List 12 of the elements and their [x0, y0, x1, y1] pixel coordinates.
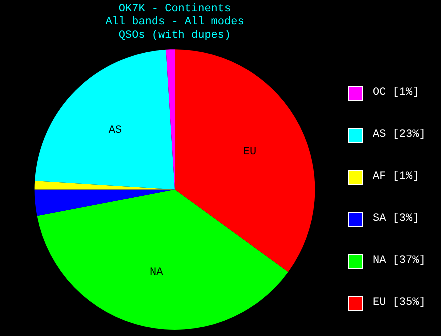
- legend-label: OC [1%]: [373, 87, 420, 99]
- category-label: EU [35%]: [373, 297, 426, 309]
- slice-label: EU: [243, 146, 257, 159]
- chart-title: OK7K - Continents: [118, 4, 232, 16]
- legend-label: SA [3%]: [373, 213, 420, 225]
- category-label: NA [37%]: [373, 255, 426, 267]
- text: QSOs (with dupes): [118, 30, 232, 42]
- slice-label: AS: [108, 125, 123, 138]
- legend-label: AF [1%]: [373, 171, 420, 183]
- chart-subtitle: All bands - All modes: [106, 16, 244, 29]
- slice-label: NA: [150, 266, 164, 279]
- category-label: AS [23%]: [373, 129, 426, 141]
